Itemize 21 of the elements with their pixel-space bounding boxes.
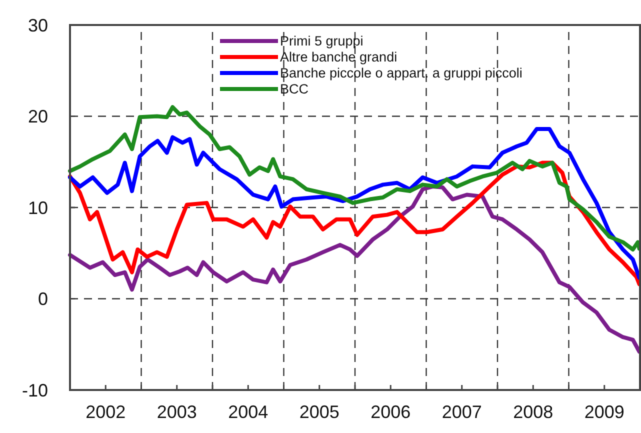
line-series xyxy=(68,160,641,286)
x-tick-label: 2007 xyxy=(442,402,482,422)
line-series xyxy=(68,127,641,280)
x-tick-label: 2005 xyxy=(299,402,340,422)
x-tick-label: 2003 xyxy=(156,402,197,422)
legend-label: Banche piccole o appart. a gruppi piccoli xyxy=(280,66,522,81)
legend-label: Altre banche grandi xyxy=(280,50,398,65)
y-tick-label: 30 xyxy=(28,15,48,36)
y-tick-label: 20 xyxy=(28,106,48,127)
x-tick-label: 2004 xyxy=(228,402,268,422)
line-series xyxy=(68,184,641,354)
legend-label: Primi 5 gruppi xyxy=(280,34,364,49)
y-tick-label: -10 xyxy=(22,380,48,400)
legend-label: BCC xyxy=(280,82,309,97)
x-tick-label: 2002 xyxy=(86,402,126,422)
y-tick-label: 10 xyxy=(28,198,48,218)
y-tick-label: 0 xyxy=(38,289,48,310)
x-tick-label: 2009 xyxy=(584,402,624,422)
x-tick-label: 2008 xyxy=(513,402,554,422)
line-series xyxy=(68,105,641,252)
x-tick-label: 2006 xyxy=(370,402,411,422)
